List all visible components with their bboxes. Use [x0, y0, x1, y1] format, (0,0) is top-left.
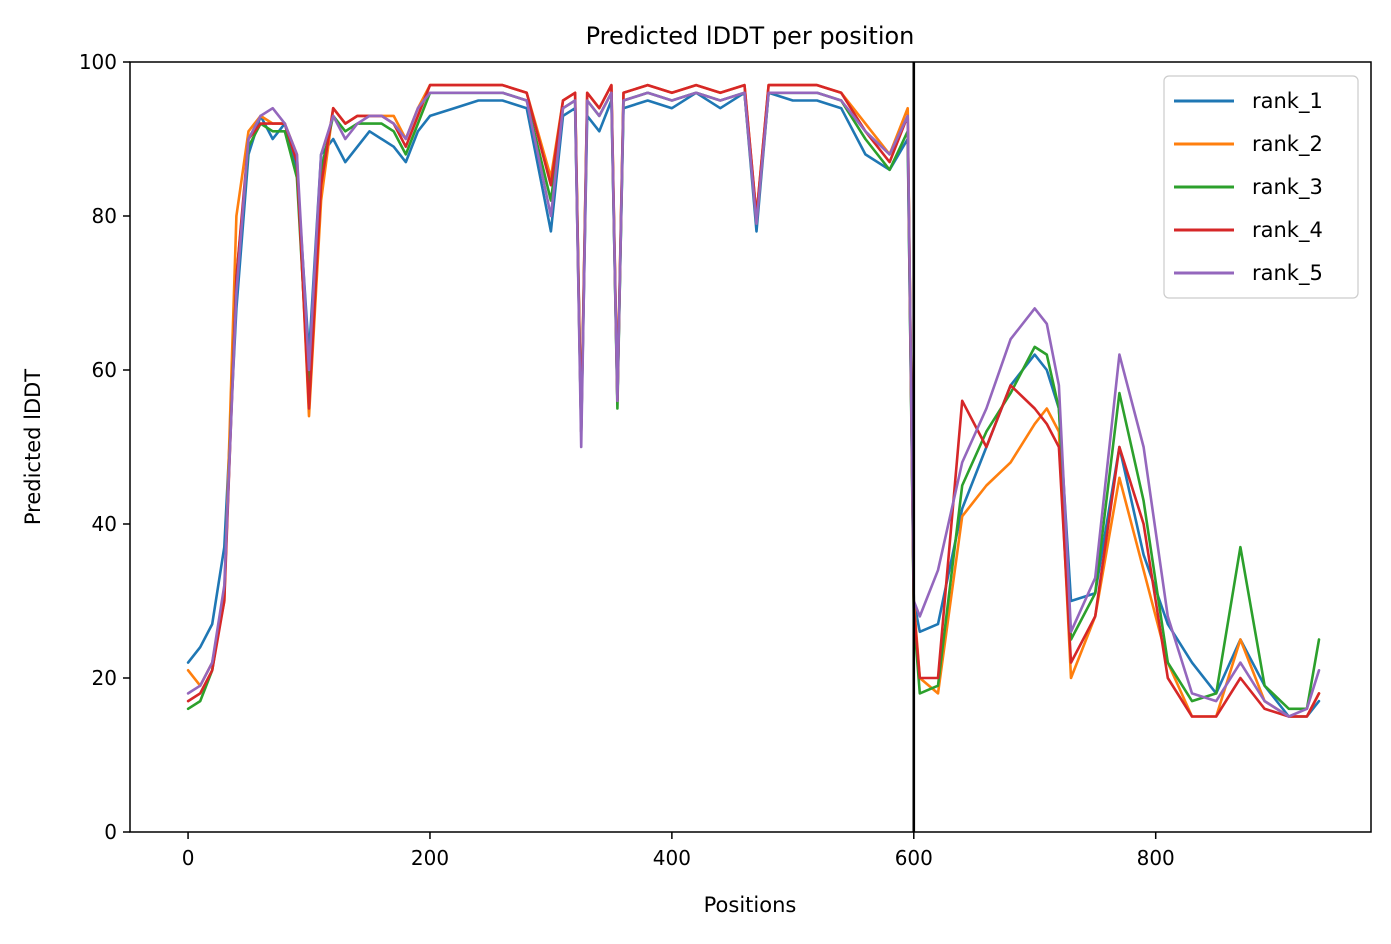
- legend-label-rank_1: rank_1: [1252, 89, 1323, 114]
- y-axis-ticks: 0 20 40 60 80 100: [79, 50, 130, 844]
- series-line-rank_5: [186, 91, 1321, 718]
- y-tick-label: 80: [92, 204, 117, 228]
- y-axis-label: Predicted lDDT: [21, 369, 45, 525]
- x-axis-ticks: 0 200 400 600 800: [182, 832, 1175, 870]
- legend-label-rank_2: rank_2: [1252, 132, 1323, 157]
- x-tick-label: 0: [182, 846, 195, 870]
- legend: rank_1 rank_2 rank_3 rank_4 rank_5: [1163, 75, 1359, 299]
- y-tick-label: 20: [92, 666, 117, 690]
- legend-box: [1163, 75, 1359, 299]
- chart-title: Predicted lDDT per position: [586, 22, 915, 50]
- legend-label-rank_3: rank_3: [1252, 175, 1323, 200]
- y-tick-label: 40: [92, 512, 117, 536]
- x-axis-label: Positions: [704, 893, 797, 917]
- x-tick-label: 800: [1137, 846, 1175, 870]
- y-tick-label: 100: [79, 50, 117, 74]
- series-line-rank_4: [186, 83, 1321, 718]
- series-layer: [186, 83, 1321, 718]
- x-tick-label: 600: [895, 846, 933, 870]
- x-tick-label: 400: [653, 846, 691, 870]
- legend-label-rank_5: rank_5: [1252, 261, 1323, 286]
- legend-label-rank_4: rank_4: [1252, 218, 1323, 243]
- x-tick-label: 200: [411, 846, 449, 870]
- plot-frame: [129, 61, 1372, 833]
- y-tick-label: 60: [92, 358, 117, 382]
- y-tick-label: 0: [104, 820, 117, 844]
